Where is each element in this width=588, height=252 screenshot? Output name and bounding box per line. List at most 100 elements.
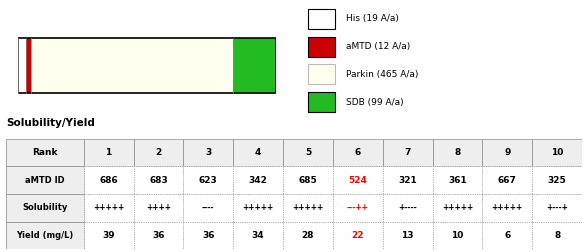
Text: +++++: +++++: [492, 203, 523, 212]
Text: 325: 325: [548, 176, 567, 185]
Bar: [133, 166, 183, 194]
Text: 667: 667: [498, 176, 517, 185]
Bar: [83, 166, 133, 194]
Text: +----: +----: [398, 203, 417, 212]
Text: 8: 8: [554, 231, 560, 240]
Bar: [133, 222, 183, 249]
Text: Solubility/Yield: Solubility/Yield: [6, 118, 95, 129]
Bar: [433, 222, 482, 249]
Text: 36: 36: [202, 231, 215, 240]
Bar: [433, 166, 482, 194]
Bar: [233, 194, 283, 222]
Text: 342: 342: [249, 176, 268, 185]
Text: 685: 685: [299, 176, 318, 185]
Text: 2: 2: [155, 148, 162, 157]
Bar: [383, 166, 433, 194]
Text: 10: 10: [551, 148, 563, 157]
Text: aMTD ID: aMTD ID: [25, 176, 65, 185]
Bar: [482, 194, 532, 222]
Text: 9: 9: [504, 148, 510, 157]
Text: 8: 8: [455, 148, 460, 157]
Bar: [333, 222, 383, 249]
Bar: [133, 139, 183, 166]
Bar: [333, 166, 383, 194]
Text: 683: 683: [149, 176, 168, 185]
Text: 28: 28: [302, 231, 314, 240]
Bar: [283, 166, 333, 194]
Text: 3: 3: [205, 148, 212, 157]
Text: SDB (99 A/a): SDB (99 A/a): [346, 98, 404, 107]
Text: 13: 13: [402, 231, 414, 240]
Bar: [233, 166, 283, 194]
Text: 686: 686: [99, 176, 118, 185]
Bar: [309, 64, 335, 84]
Bar: [283, 194, 333, 222]
Text: 5: 5: [305, 148, 311, 157]
Bar: [233, 222, 283, 249]
Text: 524: 524: [348, 176, 368, 185]
Bar: [309, 37, 335, 57]
Bar: [532, 194, 582, 222]
Text: 361: 361: [448, 176, 467, 185]
Text: 4: 4: [255, 148, 261, 157]
Bar: [6, 139, 83, 166]
Bar: [83, 222, 133, 249]
Text: +++++: +++++: [93, 203, 124, 212]
Text: 34: 34: [252, 231, 265, 240]
Bar: [183, 166, 233, 194]
Bar: [133, 194, 183, 222]
Text: 39: 39: [102, 231, 115, 240]
Bar: [233, 139, 283, 166]
Bar: [83, 139, 133, 166]
Bar: [26, 38, 31, 93]
Bar: [83, 194, 133, 222]
Text: ----: ----: [202, 203, 215, 212]
Bar: [433, 194, 482, 222]
Bar: [482, 222, 532, 249]
Bar: [309, 92, 335, 112]
Bar: [283, 222, 333, 249]
Text: Solubility: Solubility: [22, 203, 68, 212]
Text: aMTD (12 A/a): aMTD (12 A/a): [346, 42, 410, 51]
Bar: [183, 139, 233, 166]
Text: 321: 321: [398, 176, 417, 185]
Bar: [333, 139, 383, 166]
Bar: [532, 139, 582, 166]
Bar: [532, 166, 582, 194]
Text: +---+: +---+: [546, 203, 568, 212]
Bar: [31, 38, 233, 93]
Bar: [6, 194, 83, 222]
Bar: [233, 38, 276, 93]
Text: 6: 6: [505, 231, 510, 240]
Text: 36: 36: [152, 231, 165, 240]
Bar: [309, 9, 335, 29]
Text: 7: 7: [405, 148, 411, 157]
Text: 10: 10: [452, 231, 464, 240]
Bar: [18, 38, 26, 93]
Text: +++++: +++++: [292, 203, 323, 212]
Bar: [183, 194, 233, 222]
Bar: [383, 222, 433, 249]
Text: 623: 623: [199, 176, 218, 185]
Bar: [532, 222, 582, 249]
Text: Parkin (465 A/a): Parkin (465 A/a): [346, 70, 419, 79]
Bar: [183, 222, 233, 249]
Bar: [333, 194, 383, 222]
Bar: [6, 166, 83, 194]
Text: 1: 1: [105, 148, 112, 157]
Bar: [482, 139, 532, 166]
Bar: [433, 139, 482, 166]
Bar: [6, 222, 83, 249]
Text: His (19 A/a): His (19 A/a): [346, 14, 399, 23]
Text: 22: 22: [352, 231, 364, 240]
Text: 6: 6: [355, 148, 361, 157]
Bar: [383, 194, 433, 222]
Bar: [283, 139, 333, 166]
Text: ---++: ---++: [347, 203, 369, 212]
Text: +++++: +++++: [242, 203, 274, 212]
Text: Yield (mg/L): Yield (mg/L): [16, 231, 74, 240]
Bar: [482, 166, 532, 194]
Bar: [383, 139, 433, 166]
Text: +++++: +++++: [442, 203, 473, 212]
Text: ++++: ++++: [146, 203, 171, 212]
